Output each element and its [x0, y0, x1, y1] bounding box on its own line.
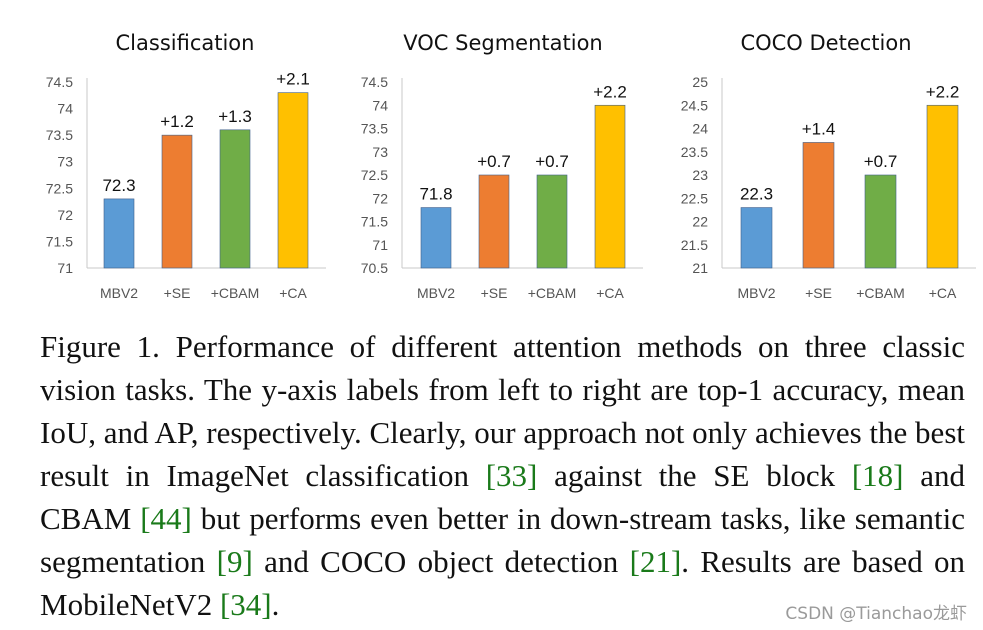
caption-text: and CBAM [40, 458, 966, 536]
category-label: MBV2 [100, 285, 138, 301]
citation-link[interactable]: [9] [216, 544, 253, 579]
category-label: +CA [929, 285, 957, 301]
citation-link[interactable]: [44] [140, 501, 192, 536]
y-tick-label: 23 [692, 167, 708, 183]
y-tick-label: 21 [692, 260, 708, 276]
data-label: 71.8 [419, 185, 452, 204]
caption-text: . Results are based on MobileNetV2 [40, 544, 966, 622]
watermark: CSDN @Tianchao龙虾 [785, 604, 967, 624]
data-label: +2.2 [926, 82, 960, 101]
y-tick-label: 71.5 [46, 233, 73, 249]
bar-cbam [536, 174, 568, 269]
caption-text: against the SE block [537, 458, 852, 493]
data-label: +0.7 [535, 152, 569, 171]
figure-caption: Figure 1. Performance of different atten… [40, 325, 965, 626]
bar-se [161, 134, 193, 269]
y-tick-label: 74.5 [361, 74, 388, 90]
bar-ca [594, 104, 626, 269]
caption-prefix: Figure 1. Performance of different atten… [40, 329, 965, 493]
category-label: +SE [164, 285, 191, 301]
bar-se [802, 142, 835, 269]
category-label: +SE [805, 285, 832, 301]
y-tick-label: 74 [372, 97, 388, 113]
data-label: +1.4 [802, 119, 836, 138]
data-label: +0.7 [864, 152, 898, 171]
y-tick-label: 72.5 [46, 180, 73, 196]
category-label: +CA [596, 285, 624, 301]
y-tick-label: 73 [372, 144, 388, 160]
charts-figure: Classification 71 71.5 72 72.5 73 73.5 74 74.5 72… [46, 31, 976, 301]
y-tick-label: 24 [692, 121, 708, 137]
y-tick-label: 73 [57, 154, 73, 170]
y-tick-label: 22.5 [681, 190, 708, 206]
caption-text: and COCO object detection [252, 544, 630, 579]
category-label: +CBAM [528, 285, 577, 301]
data-label: +0.7 [477, 152, 511, 171]
citation-link[interactable]: [18] [851, 458, 904, 493]
category-label: MBV2 [417, 285, 455, 301]
bar-cbam [219, 129, 251, 269]
y-tick-label: 71 [57, 260, 73, 276]
data-label: +2.1 [276, 70, 310, 89]
category-label: MBV2 [737, 285, 775, 301]
y-tick-label: 72 [372, 190, 388, 206]
y-tick-label: 73.5 [46, 127, 73, 143]
y-tick-label: 24.5 [681, 97, 708, 113]
y-tick-label: 71 [372, 237, 388, 253]
y-tick-label: 22 [692, 214, 708, 230]
y-tick-label: 73.5 [361, 121, 388, 137]
y-tick-label: 72 [57, 207, 73, 223]
category-label: +SE [481, 285, 508, 301]
y-tick-label: 74.5 [46, 74, 73, 90]
y-tick-label: 23.5 [681, 144, 708, 160]
category-label: +CBAM [211, 285, 260, 301]
data-label: 22.3 [740, 185, 773, 204]
citation-link[interactable]: [34] [219, 587, 272, 622]
bar-se [478, 174, 510, 269]
y-tick-label: 70.5 [361, 260, 388, 276]
citation-link[interactable]: [21] [629, 544, 682, 579]
chart-title: VOC Segmentation [403, 31, 602, 55]
y-tick-label: 74 [57, 101, 73, 117]
caption-text: but performs even better in down-stream … [40, 501, 965, 579]
bar-ca [926, 104, 959, 269]
category-label: +CA [279, 285, 307, 301]
caption-end: . [271, 587, 280, 622]
data-label: +1.3 [218, 107, 252, 126]
data-label: 72.3 [102, 176, 135, 195]
y-tick-label: 71.5 [361, 214, 388, 230]
data-label: +1.2 [160, 112, 194, 131]
chart-title: COCO Detection [740, 31, 911, 55]
category-label: +CBAM [856, 285, 905, 301]
y-tick-label: 21.5 [681, 237, 708, 253]
citation-link[interactable]: [33] [485, 458, 538, 493]
chart-title: Classification [116, 31, 255, 55]
bar-mbv2 [420, 207, 452, 269]
data-label: +2.2 [593, 82, 627, 101]
bar-mbv2 [103, 198, 135, 269]
y-tick-label: 72.5 [361, 167, 388, 183]
bar-mbv2 [740, 207, 773, 269]
bar-ca [277, 92, 309, 269]
bar-cbam [864, 174, 897, 269]
y-tick-label: 25 [692, 74, 708, 90]
